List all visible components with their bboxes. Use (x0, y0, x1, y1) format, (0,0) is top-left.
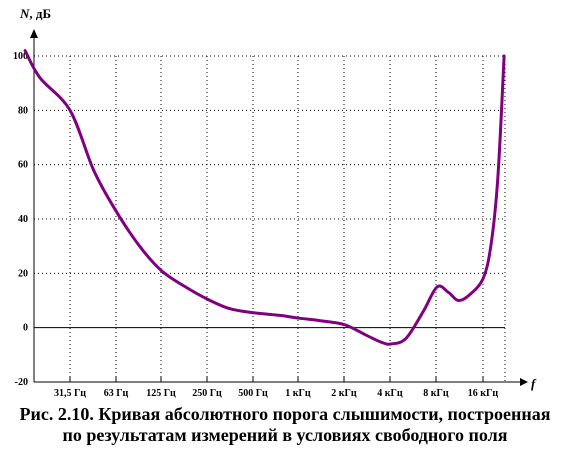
grid-lines (34, 55, 506, 382)
y-tick-label: -20 (15, 377, 28, 388)
x-tick-label: 4 кГц (377, 388, 403, 399)
y-tick-label: 0 (23, 323, 28, 334)
x-axis-label: f (531, 376, 537, 391)
x-tick-label: 1 кГц (285, 388, 311, 399)
x-tick-label: 16 кГц (468, 388, 499, 399)
y-axis-label: N, дБ (19, 6, 51, 21)
caption-line-1: Рис. 2.10. Кривая абсолютного порога слы… (19, 404, 551, 424)
y-axis-label-unit: , дБ (29, 6, 51, 21)
caption-line-2: по результатам измерений в условиях своб… (62, 425, 508, 445)
threshold-curve (23, 49, 506, 346)
y-axis-label-symbol: N (19, 6, 30, 21)
x-tick-label: 63 Гц (104, 388, 129, 399)
y-tick-label: 60 (18, 160, 28, 171)
series (23, 49, 506, 346)
x-tick-label: 31,5 Гц (54, 388, 86, 399)
figure-caption: Рис. 2.10. Кривая абсолютного порога слы… (0, 404, 570, 446)
x-tick-label: 8 кГц (423, 388, 449, 399)
x-tick-label: 2 кГц (331, 388, 357, 399)
y-tick-label: 100 (13, 51, 28, 62)
tick-labels: -20 0 20 40 60 80 100 31,5 Гц 63 Гц 125 Гц 250 Гц 5… (13, 51, 498, 399)
x-tick-label: 500 Гц (238, 388, 268, 399)
y-tick-label: 20 (18, 268, 28, 279)
axes (30, 29, 528, 386)
threshold-chart: -20 0 20 40 60 80 100 31,5 Гц 63 Гц 125 Гц 250 Гц 5… (13, 6, 537, 399)
y-tick-label: 80 (18, 105, 28, 116)
x-tick-label: 250 Гц (192, 388, 222, 399)
x-tick-label: 125 Гц (146, 388, 176, 399)
x-axis-arrow (520, 378, 528, 386)
y-tick-label: 40 (18, 214, 28, 225)
